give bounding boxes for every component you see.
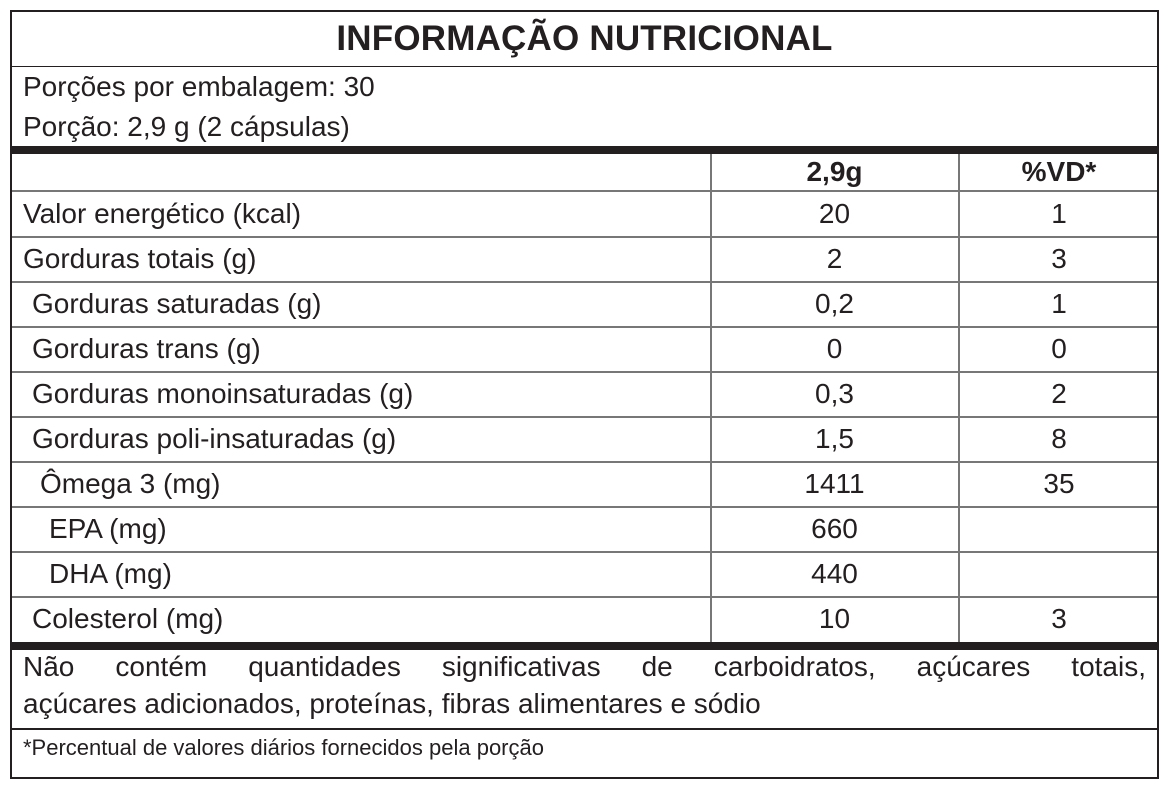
nutrient-label: DHA (mg) (49, 558, 172, 589)
nutrient-label: Valor energético (kcal) (23, 198, 302, 229)
row-divider (12, 416, 1157, 418)
row-divider (12, 236, 1157, 238)
panel-title: INFORMAÇÃO NUTRICIONAL (12, 12, 1157, 67)
column-header-amount: 2,9g (806, 156, 863, 187)
nutrient-label: Gorduras poli-insaturadas (g) (32, 423, 397, 454)
nutrient-label: Gorduras totais (g) (23, 243, 257, 274)
row-divider (12, 461, 1157, 463)
nutrient-daily-value: 0 (1051, 333, 1067, 364)
row-divider (12, 281, 1157, 283)
row-divider (12, 326, 1157, 328)
nutrient-amount: 660 (811, 513, 858, 544)
nutrient-daily-value (959, 552, 1159, 596)
nutrient-daily-value (959, 507, 1159, 551)
row-divider (12, 506, 1157, 508)
daily-value-note: *Percentual de valores diários fornecido… (23, 735, 544, 760)
not-significant-note: Não contém quantidades significativas de… (23, 648, 1146, 722)
column-divider-amount (710, 154, 712, 642)
nutrient-amount: 440 (811, 558, 858, 589)
thick-divider-bottom (12, 642, 1157, 650)
nutrient-amount: 0,3 (815, 378, 854, 409)
thick-divider-top (12, 146, 1157, 154)
row-divider (12, 371, 1157, 373)
nutrition-facts-panel: INFORMAÇÃO NUTRICIONAL Porções por embal… (10, 10, 1159, 779)
column-header-dv: %VD* (1021, 156, 1097, 187)
nutrient-daily-value: 35 (1043, 468, 1075, 499)
nutrient-amount: 2 (826, 243, 843, 274)
row-divider (12, 551, 1157, 553)
nutrient-daily-value: 3 (1051, 603, 1067, 634)
nutrient-amount: 1411 (804, 468, 865, 499)
nutrient-daily-value: 2 (1051, 378, 1067, 409)
nutrient-daily-value: 8 (1051, 423, 1067, 454)
servings-per-package: Porções por embalagem: 30 (23, 71, 375, 102)
nutrient-label: EPA (mg) (49, 513, 167, 544)
nutrient-label: Gorduras trans (g) (32, 333, 261, 364)
nutrient-amount: 10 (818, 603, 851, 634)
nutrient-label: Gorduras monoinsaturadas (g) (32, 378, 414, 409)
nutrient-label: Ômega 3 (mg) (40, 468, 221, 499)
nutrient-amount: 1,5 (815, 423, 854, 454)
not-significant-note-line1: Não contém quantidades significativas de… (23, 651, 1146, 682)
row-divider (12, 596, 1157, 598)
column-divider-dv (958, 154, 960, 642)
serving-size: Porção: 2,9 g (2 cápsulas) (23, 111, 350, 142)
nutrient-daily-value: 1 (1051, 288, 1067, 319)
footnote-divider (12, 728, 1157, 730)
nutrient-amount: 0 (826, 333, 843, 364)
nutrient-daily-value: 3 (1051, 243, 1067, 274)
not-significant-note-line2: açúcares adicionados, proteínas, fibras … (23, 688, 761, 719)
nutrient-daily-value: 1 (1051, 198, 1067, 229)
nutrient-label: Colesterol (mg) (32, 603, 224, 634)
nutrient-amount: 20 (818, 198, 851, 229)
row-divider (12, 190, 1157, 192)
nutrient-amount: 0,2 (815, 288, 854, 319)
nutrient-label: Gorduras saturadas (g) (32, 288, 322, 319)
